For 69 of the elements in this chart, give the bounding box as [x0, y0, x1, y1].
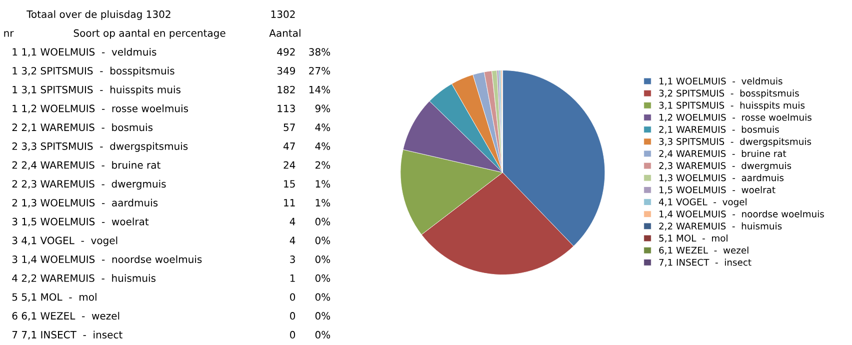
legend-label: 6,1 WEZEL - wezel	[659, 246, 748, 255]
text: Soort op aantal en percentage	[74, 29, 226, 39]
text: 0%	[315, 293, 330, 301]
text: 2 2,1 WAREMUIS - bosmuis	[12, 123, 153, 132]
text: 15	[284, 180, 295, 188]
text: 1 3,2 SPITSMUIS - bosspitsmuis	[12, 66, 174, 76]
legend-label: 1,1 WOELMUIS - veldmuis	[660, 77, 782, 86]
text: 1302	[271, 10, 295, 18]
text: 1%	[316, 180, 330, 188]
text: 0%	[315, 236, 330, 244]
text: 0%	[315, 256, 330, 264]
text: 4	[290, 218, 296, 226]
legend-label: 7,1 INSECT - insect	[659, 258, 752, 267]
text: 0	[290, 293, 296, 301]
legend-label: 2,1 WAREMUIS - bosmuis	[659, 126, 779, 134]
text: 24	[284, 161, 296, 169]
legend-label: 3,2 SPITSMUIS - bosspitsmuis	[659, 90, 799, 98]
text: 1 1,2 WOELMUIS - rosse woelmuis	[12, 104, 188, 114]
text: 6 6,1 WEZEL - wezel	[12, 312, 120, 321]
text: 3 1,5 WOELMUIS - woelrat	[12, 218, 149, 226]
legend-label: 1,4 WOELMUIS - noordse woelmuis	[660, 210, 824, 218]
text: 9%	[315, 104, 330, 112]
text: 4%	[315, 142, 330, 150]
text: 0	[290, 330, 296, 338]
text: 38%	[309, 48, 330, 56]
text: 2 1,3 WOELMUIS - aardmuis	[12, 198, 158, 208]
text: 4	[290, 236, 296, 244]
text: 113	[278, 104, 295, 112]
text: 0%	[315, 274, 330, 282]
legend-label: 1,3 WOELMUIS - aardmuis	[660, 174, 784, 182]
text: 4%	[315, 124, 330, 132]
text: 0%	[315, 218, 330, 226]
text: nr	[4, 31, 14, 37]
legend-label: 2,4 WAREMUIS - bruine rat	[659, 150, 786, 158]
text: Aantal	[269, 29, 300, 37]
text: 2 2,3 WAREMUIS - dwergmuis	[12, 180, 166, 190]
text: 7 7,1 INSECT - insect	[12, 330, 122, 340]
text: 47	[283, 142, 295, 150]
legend-label: 5,1 MOL - mol	[659, 234, 728, 243]
text: 1 3,1 SPITSMUIS - huisspits muis	[12, 86, 180, 96]
text: 27%	[309, 66, 330, 75]
legend-label: 3,3 SPITSMUIS - dwergspitsmuis	[659, 138, 812, 147]
text: 2 3,3 SPITSMUIS - dwergspitsmuis	[12, 142, 188, 152]
text: 3 4,1 VOGEL - vogel	[12, 236, 118, 246]
text: 5 5,1 MOL - mol	[12, 293, 96, 302]
legend-label: 2,2 WAREMUIS - huismuis	[659, 222, 782, 230]
text: 182	[278, 86, 295, 94]
legend-label: 2,3 WAREMUIS - dwergmuis	[659, 162, 792, 171]
text: 14%	[309, 86, 330, 94]
legend-label: 1,2 WOELMUIS - rosse woelmuis	[660, 114, 812, 122]
text: 0	[290, 312, 296, 320]
legend-label: 4,1 VOGEL - vogel	[658, 198, 746, 208]
text: 492	[277, 48, 295, 56]
text: 2%	[315, 161, 330, 169]
text: 57	[284, 124, 295, 132]
text: Totaal over de pluisdag 1302	[26, 10, 170, 20]
text: 4 2,2 WAREMUIS - huismuis	[12, 274, 156, 283]
text: 0%	[315, 330, 330, 338]
text: 3	[290, 256, 295, 264]
text: 3 1,4 WOELMUIS - noordse woelmuis	[12, 255, 202, 264]
text: 349	[277, 66, 296, 75]
text: 1 1,1 WOELMUIS - veldmuis	[12, 48, 156, 57]
text: 1	[290, 274, 295, 282]
legend-label: 3,1 SPITSMUIS - huisspits muis	[659, 102, 805, 110]
text: 1%	[316, 198, 330, 207]
text: 2 2,4 WAREMUIS - bruine rat	[12, 161, 160, 170]
text: 11	[284, 199, 295, 206]
text: 0%	[315, 312, 330, 320]
legend-label: 1,5 WOELMUIS - woelrat	[660, 186, 776, 194]
